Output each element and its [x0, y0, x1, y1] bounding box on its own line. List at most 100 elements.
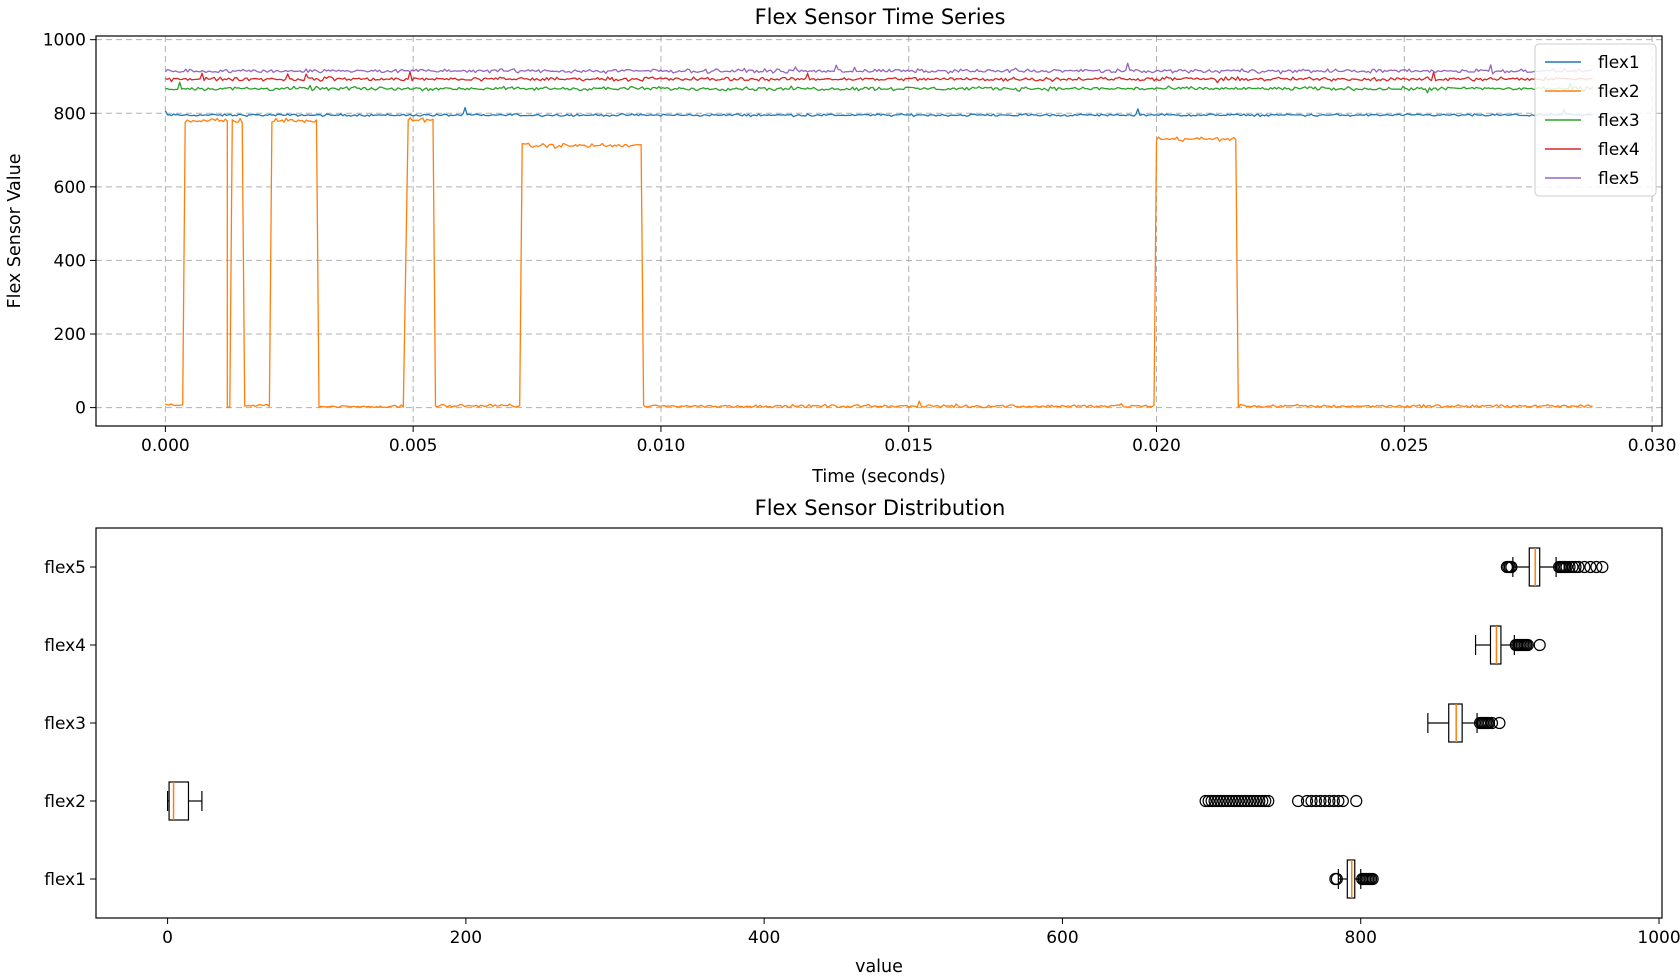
outlier-point [1572, 560, 1585, 574]
outlier-point [1211, 794, 1224, 808]
outlier-point [1493, 716, 1506, 730]
time-series-plot-frame [95, 35, 1663, 427]
time-series-y-ticks: 0 200 400 600 800 1000 [43, 31, 96, 419]
outlier-point [1244, 794, 1257, 808]
distribution-x-ticks: 0 200 400 600 800 1000 [162, 918, 1680, 948]
outlier-point [1366, 872, 1379, 886]
outlier-point [1305, 794, 1318, 808]
legend-label-flex1: flex1 [1598, 53, 1640, 73]
legend-label-flex3: flex3 [1598, 111, 1640, 131]
box-flex2 [166, 781, 1363, 821]
box-flex3 [1427, 703, 1506, 743]
distribution-panel: Flex Sensor Distribution 0 200 400 600 800 10… [44, 496, 1680, 977]
legend-label-flex5: flex5 [1598, 169, 1640, 189]
outlier-point [1235, 794, 1248, 808]
x-tick-label: 0.010 [637, 436, 686, 456]
outlier-point [1505, 560, 1518, 574]
outlier-point [1314, 794, 1327, 808]
y-tick-label: flex3 [44, 714, 86, 734]
legend-label-flex4: flex4 [1598, 140, 1640, 160]
outlier-point [1596, 560, 1609, 574]
outlier-point [1202, 794, 1215, 808]
y-tick-label: 1000 [43, 31, 86, 51]
y-tick-label: flex4 [44, 636, 86, 656]
outlier-point [1253, 794, 1266, 808]
outlier-point [1199, 794, 1212, 808]
y-tick-label: 600 [54, 178, 86, 198]
outlier-point [1262, 794, 1275, 808]
outlier-point [1560, 560, 1573, 574]
legend-label-flex2: flex2 [1598, 82, 1640, 102]
outlier-point [1226, 794, 1239, 808]
outlier-point [1223, 794, 1236, 808]
outlier-point [1241, 794, 1254, 808]
x-tick-label: 0.000 [141, 436, 190, 456]
time-series-legend: flex1 flex2 flex3 flex4 flex5 [1534, 43, 1657, 197]
y-tick-label: 400 [54, 251, 86, 271]
outlier-point [1566, 560, 1579, 574]
outlier-point [1300, 794, 1314, 808]
x-tick-label: 0.030 [1628, 436, 1677, 456]
time-series-grid [96, 36, 1662, 426]
time-series-lines [164, 62, 1594, 409]
outlier-point [1569, 560, 1582, 574]
distribution-title: Flex Sensor Distribution [755, 496, 1006, 520]
distribution-x-axis-label: value [855, 957, 903, 977]
outlier-point [1332, 794, 1345, 808]
outlier-point [1533, 638, 1546, 652]
x-tick-label: 800 [1345, 928, 1377, 948]
outlier-point [1330, 872, 1343, 886]
outlier-point [1521, 638, 1534, 652]
y-tick-label: flex5 [44, 558, 86, 578]
outlier-point [1250, 794, 1263, 808]
y-tick-label: 800 [54, 104, 86, 124]
outlier-point [1208, 794, 1221, 808]
distribution-plot-frame [95, 527, 1663, 919]
outlier-point [1590, 560, 1603, 574]
y-tick-label: flex2 [44, 792, 86, 812]
outlier-point [1485, 716, 1499, 730]
x-tick-label: 600 [1046, 928, 1078, 948]
x-tick-label: 200 [450, 928, 482, 948]
outlier-point [1259, 794, 1272, 808]
series-line-flex1 [164, 106, 1593, 118]
x-tick-label: 1000 [1637, 928, 1680, 948]
outlier-point [1327, 794, 1340, 808]
time-series-panel: Flex Sensor Time Series 0.000 0.005 0.010 0… [5, 5, 1676, 487]
series-line-flex3 [165, 81, 1594, 94]
distribution-y-ticks: flex1 flex2 flex3 flex4 flex5 [44, 558, 96, 890]
x-tick-label: 0.025 [1380, 436, 1429, 456]
outlier-point [1323, 794, 1336, 808]
x-tick-label: 400 [748, 928, 780, 948]
time-series-title: Flex Sensor Time Series [755, 5, 1006, 29]
outlier-point [1578, 560, 1591, 574]
outlier-point [1217, 794, 1230, 808]
outlier-point [1336, 794, 1349, 808]
outlier-point [1238, 794, 1251, 808]
iqr-box [168, 781, 190, 821]
outlier-point [1232, 794, 1245, 808]
box-flex4 [1474, 625, 1546, 665]
outlier-point [1563, 560, 1576, 574]
y-tick-label: 0 [75, 399, 86, 419]
outlier-point [1309, 794, 1323, 808]
distribution-boxes [166, 547, 1609, 899]
outlier-point [1214, 794, 1227, 808]
series-line-flex5 [164, 62, 1593, 75]
series-line-flex2 [165, 116, 1593, 409]
box-flex5 [1500, 547, 1609, 587]
time-series-x-ticks: 0.000 0.005 0.010 0.015 0.020 0.025 0.030 [141, 426, 1676, 456]
time-series-y-axis-label: Flex Sensor Value [5, 154, 25, 309]
legend-box [1534, 43, 1657, 197]
series-line-flex4 [165, 71, 1593, 84]
outlier-point [1318, 794, 1332, 808]
x-tick-label: 0 [162, 928, 173, 948]
outlier-point [1256, 794, 1269, 808]
outlier-point [1350, 794, 1363, 808]
outlier-point [1220, 794, 1233, 808]
x-tick-label: 0.005 [389, 436, 438, 456]
outlier-point [1205, 794, 1218, 808]
outlier-point [1291, 794, 1305, 808]
outlier-point [1584, 560, 1597, 574]
